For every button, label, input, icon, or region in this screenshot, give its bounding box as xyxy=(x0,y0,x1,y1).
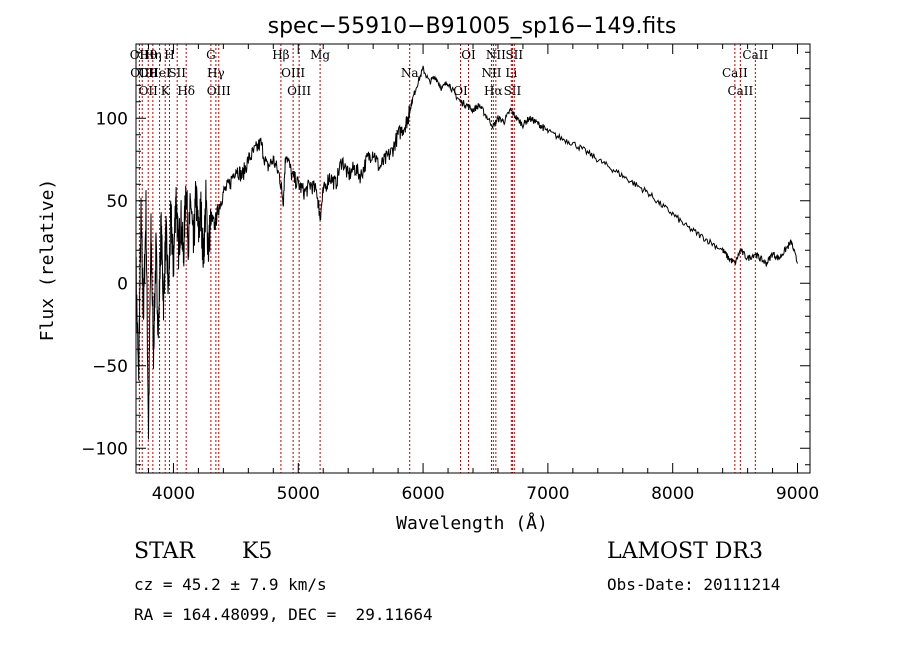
spectral-line-label: CaII xyxy=(742,48,768,62)
y-tick-label: 100 xyxy=(96,109,128,129)
spectral-line-label: OI xyxy=(461,48,476,62)
plot-frame xyxy=(135,43,811,474)
redshift-text: cz = 45.2 ± 7.9 km/s xyxy=(134,575,327,594)
spectral-line-label: Na xyxy=(401,66,419,80)
y-tick-label: 0 xyxy=(117,274,128,294)
x-tick-label: 9000 xyxy=(776,484,819,504)
y-axis: −100 −50 0 50 100 xyxy=(81,51,810,466)
spectral-line-label: Hδ xyxy=(177,84,195,98)
spectral-line-label: NII xyxy=(486,48,506,62)
spectral-line-label: CaII xyxy=(727,84,753,98)
x-tick-label: 5000 xyxy=(277,484,320,504)
spectral-line-label: SII xyxy=(504,84,522,98)
spectral-line-label: Hη xyxy=(144,48,162,62)
spectral-line-label: Hγ xyxy=(207,66,225,80)
spectral-line-label: Hα xyxy=(484,84,503,98)
spectral-line-label: OI xyxy=(453,84,468,98)
x-axis-label: Wavelength (Å) xyxy=(396,512,548,534)
x-tick-label: 6000 xyxy=(401,484,444,504)
spectral-line-label: NII xyxy=(481,66,501,80)
chart-title: spec−55910−B91005_sp16−149.fits xyxy=(268,14,677,39)
spectral-line-label: H xyxy=(164,48,174,62)
x-tick-label: 7000 xyxy=(526,484,569,504)
spectral-line-label: G xyxy=(206,48,216,62)
y-axis-label: Flux (relative) xyxy=(37,179,58,342)
y-tick-label: −50 xyxy=(92,357,128,377)
spectral-line-label: OII xyxy=(139,84,159,98)
obs-date-text: Obs-Date: 20111214 xyxy=(607,575,781,594)
spectral-line-label: OIII xyxy=(207,84,231,98)
spectral-line-label: OII xyxy=(130,48,150,62)
object-class: STAR xyxy=(134,539,195,564)
spectral-line-label: Mg xyxy=(310,48,330,62)
flux-series-line xyxy=(135,65,798,440)
y-tick-label: −100 xyxy=(81,439,128,459)
survey-name: LAMOST DR3 xyxy=(607,539,763,564)
spectral-line-label: OIII xyxy=(287,84,311,98)
spectral-line-label: SII xyxy=(168,66,186,80)
y-tick-label: 50 xyxy=(106,192,128,212)
x-tick-label: 4000 xyxy=(152,484,195,504)
spectral-line-label: CaII xyxy=(722,66,748,80)
spectral-lines: OIIOIIIHθOIIOIIHηHeIKHSIIHδGHγOIIIHβOIII… xyxy=(130,44,768,473)
x-axis: 4000 5000 6000 7000 8000 9000 xyxy=(147,44,819,504)
spectral-line-label: OIII xyxy=(281,66,305,80)
spectral-line-label: K xyxy=(161,84,171,98)
spectral-line-label: Hβ xyxy=(272,48,289,62)
spectral-line-label: SII xyxy=(505,48,523,62)
x-tick-label: 8000 xyxy=(651,484,694,504)
spectral-line-label: Hθ xyxy=(139,48,157,62)
object-subclass: K5 xyxy=(242,539,273,564)
spectral-line-label: Li xyxy=(505,66,517,80)
coordinates-text: RA = 164.48099, DEC = 29.11664 xyxy=(134,605,433,624)
